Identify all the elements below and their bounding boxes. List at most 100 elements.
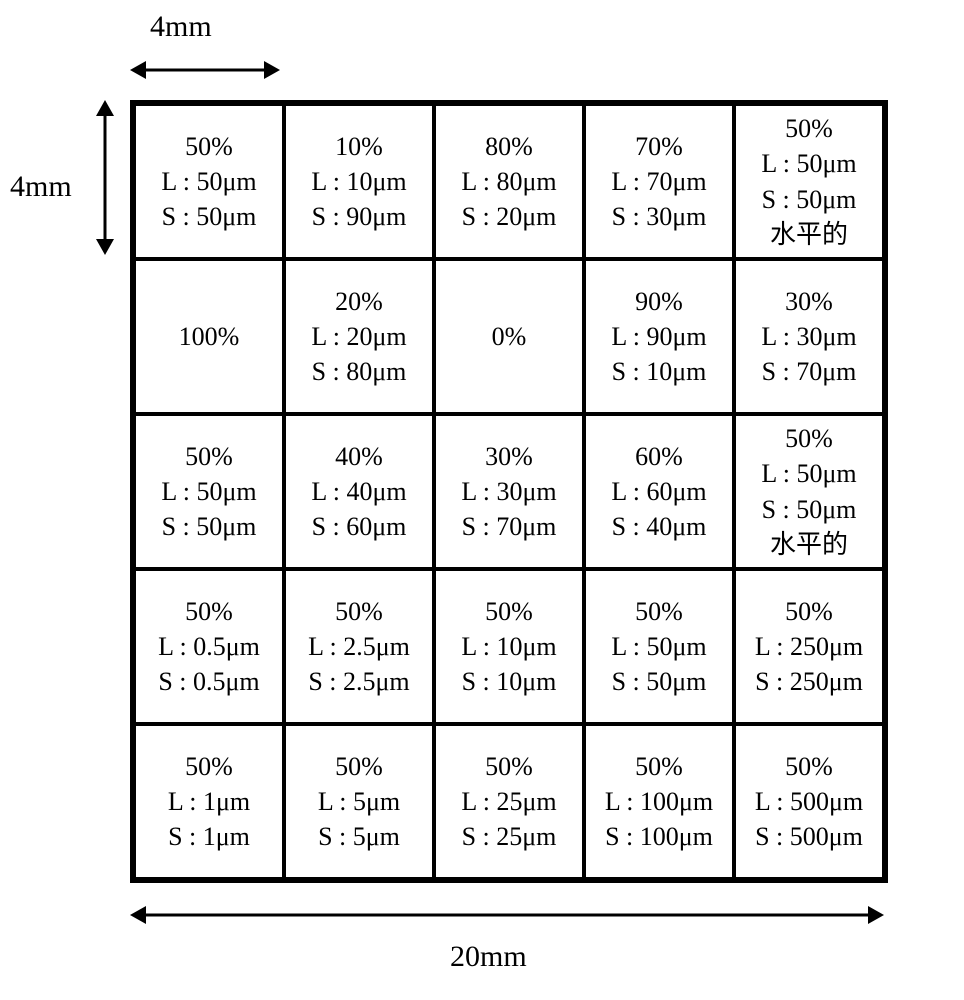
cell-note: 水平的 (770, 527, 848, 562)
cell-S: S : 5μm (318, 819, 400, 854)
cell-percent: 10% (335, 129, 383, 164)
cell-width-label: 4mm (150, 10, 212, 44)
cell-S: S : 10μm (612, 354, 707, 389)
cell-S: S : 50μm (762, 492, 857, 527)
cell-percent: 100% (179, 319, 240, 354)
cell-S: S : 20μm (462, 199, 557, 234)
cell-L: L : 80μm (461, 164, 556, 199)
cell-percent: 50% (635, 594, 683, 629)
cell-L: L : 30μm (761, 319, 856, 354)
cell-percent: 60% (635, 439, 683, 474)
cell-L: L : 30μm (461, 474, 556, 509)
cell-S: S : 10μm (462, 664, 557, 699)
cell-height-arrow (90, 100, 120, 255)
cell-L: L : 60μm (611, 474, 706, 509)
cell-percent: 50% (185, 749, 233, 784)
cell-L: L : 1μm (168, 784, 250, 819)
cell-percent: 50% (785, 111, 833, 146)
cell-L: L : 500μm (755, 784, 863, 819)
cell-L: L : 50μm (761, 146, 856, 181)
grid-cell: 50%L : 10μmS : 10μm (434, 569, 584, 724)
cell-L: L : 0.5μm (158, 629, 260, 664)
cell-percent: 30% (785, 284, 833, 319)
grid-cell: 50%L : 1μmS : 1μm (134, 724, 284, 879)
cell-L: L : 50μm (611, 629, 706, 664)
grid-cell: 10%L : 10μmS : 90μm (284, 104, 434, 259)
cell-L: L : 5μm (318, 784, 400, 819)
cell-L: L : 25μm (461, 784, 556, 819)
cell-S: S : 50μm (612, 664, 707, 699)
cell-percent: 50% (635, 749, 683, 784)
cell-percent: 20% (335, 284, 383, 319)
grid-cell: 50%L : 2.5μmS : 2.5μm (284, 569, 434, 724)
grid-cell: 40%L : 40μmS : 60μm (284, 414, 434, 569)
cell-note: 水平的 (770, 217, 848, 252)
grid-cell: 50%L : 50μmS : 50μm (134, 104, 284, 259)
cell-percent: 50% (185, 439, 233, 474)
grid-cell: 50%L : 250μmS : 250μm (734, 569, 884, 724)
cell-L: L : 10μm (461, 629, 556, 664)
cell-S: S : 50μm (762, 182, 857, 217)
cell-S: S : 500μm (755, 819, 863, 854)
cell-S: S : 100μm (605, 819, 713, 854)
grid-cell: 50%L : 500μmS : 500μm (734, 724, 884, 879)
grid-cell: 100% (134, 259, 284, 414)
cell-L: L : 10μm (311, 164, 406, 199)
cell-percent: 40% (335, 439, 383, 474)
cell-S: S : 80μm (312, 354, 407, 389)
grid-cell: 0% (434, 259, 584, 414)
cell-S: S : 40μm (612, 509, 707, 544)
grid-cell: 80%L : 80μmS : 20μm (434, 104, 584, 259)
cell-S: S : 2.5μm (308, 664, 409, 699)
cell-percent: 50% (485, 594, 533, 629)
total-width-arrow (130, 900, 884, 930)
cell-S: S : 1μm (168, 819, 250, 854)
cell-S: S : 50μm (162, 199, 257, 234)
cell-L: L : 250μm (755, 629, 863, 664)
cell-percent: 90% (635, 284, 683, 319)
cell-L: L : 70μm (611, 164, 706, 199)
cell-percent: 50% (185, 594, 233, 629)
cell-S: S : 90μm (312, 199, 407, 234)
cell-S: S : 250μm (755, 664, 863, 699)
grid-cell: 50%L : 50μmS : 50μm水平的 (734, 414, 884, 569)
cell-percent: 50% (335, 749, 383, 784)
cell-width-arrow (130, 55, 280, 85)
grid-cell: 50%L : 100μmS : 100μm (584, 724, 734, 879)
grid-container: 50%L : 50μmS : 50μm10%L : 10μmS : 90μm80… (130, 100, 888, 883)
grid-cell: 30%L : 30μmS : 70μm (434, 414, 584, 569)
cell-L: L : 2.5μm (308, 629, 410, 664)
cell-percent: 50% (785, 421, 833, 456)
grid-cell: 50%L : 25μmS : 25μm (434, 724, 584, 879)
grid-cell: 50%L : 5μmS : 5μm (284, 724, 434, 879)
cell-L: L : 50μm (761, 456, 856, 491)
cell-L: L : 90μm (611, 319, 706, 354)
total-width-label: 20mm (450, 940, 527, 974)
grid-cell: 90%L : 90μmS : 10μm (584, 259, 734, 414)
cell-percent: 50% (185, 129, 233, 164)
grid-cell: 50%L : 50μmS : 50μm (584, 569, 734, 724)
cell-percent: 0% (492, 319, 527, 354)
cell-percent: 50% (485, 749, 533, 784)
cell-S: S : 70μm (462, 509, 557, 544)
cell-percent: 70% (635, 129, 683, 164)
grid-cell: 70%L : 70μmS : 30μm (584, 104, 734, 259)
grid-cell: 50%L : 50μmS : 50μm水平的 (734, 104, 884, 259)
grid-cell: 50%L : 50μmS : 50μm (134, 414, 284, 569)
cell-L: L : 50μm (161, 164, 256, 199)
cell-S: S : 60μm (312, 509, 407, 544)
cell-L: L : 20μm (311, 319, 406, 354)
cell-percent: 50% (785, 594, 833, 629)
cell-percent: 80% (485, 129, 533, 164)
grid-cell: 60%L : 60μmS : 40μm (584, 414, 734, 569)
grid-cell: 30%L : 30μmS : 70μm (734, 259, 884, 414)
grid-cell: 20%L : 20μmS : 80μm (284, 259, 434, 414)
pattern-grid: 50%L : 50μmS : 50μm10%L : 10μmS : 90μm80… (130, 100, 888, 883)
cell-S: S : 25μm (462, 819, 557, 854)
cell-percent: 30% (485, 439, 533, 474)
cell-S: S : 30μm (612, 199, 707, 234)
cell-S: S : 0.5μm (158, 664, 259, 699)
cell-L: L : 40μm (311, 474, 406, 509)
cell-S: S : 50μm (162, 509, 257, 544)
cell-percent: 50% (335, 594, 383, 629)
